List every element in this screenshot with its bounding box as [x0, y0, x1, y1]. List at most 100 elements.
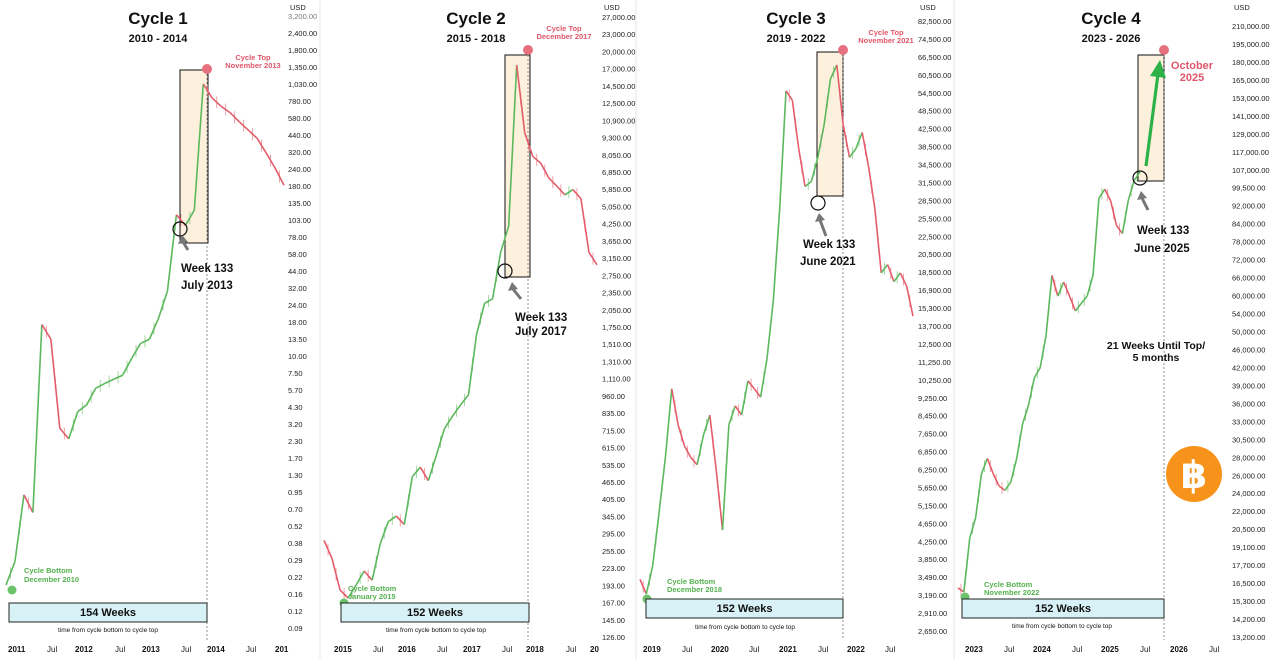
until-top-line-2: 5 months: [1133, 352, 1180, 364]
week-date-label: June 2021: [800, 256, 856, 268]
x-tick-label: 2016: [398, 645, 416, 654]
y-tick-label: 24,000.00: [1232, 489, 1265, 498]
y-tick-label: 153,000.00: [1232, 94, 1270, 103]
y-tick-label: 141,000.00: [1232, 112, 1270, 121]
x-tick-label: Jul: [181, 645, 191, 654]
x-tick-label: 2023: [965, 645, 983, 654]
projection-arrowhead: [1150, 60, 1166, 78]
y-tick-label: 2,750.00: [602, 271, 631, 280]
y-tick-label: 126.00: [602, 633, 625, 642]
chart-subtitle: 2019 - 2022: [767, 33, 826, 45]
cycle-top-label: Cycle Top: [235, 53, 271, 62]
y-tick-label: 12,500.00: [602, 99, 635, 108]
y-tick-label: 15,300.00: [918, 304, 951, 313]
y-tick-label: 22,500.00: [918, 232, 951, 241]
y-tick-label: 7,650.00: [918, 430, 947, 439]
y-tick-label: 34,500.00: [918, 161, 951, 170]
cycle-top-dot: [1159, 45, 1169, 55]
cycle-bottom-date: November 2022: [984, 588, 1039, 597]
cycle-bottom-dot: [7, 585, 17, 595]
y-tick-label: 240.00: [288, 165, 311, 174]
y-tick-label: 440.00: [288, 131, 311, 140]
target-year-label: 2025: [1180, 72, 1204, 84]
y-tick-label: 2,350.00: [602, 289, 631, 298]
y-tick-label: 66,500.00: [918, 53, 951, 62]
y-tick-label: 5,150.00: [918, 501, 947, 510]
x-tick-label: 2022: [847, 645, 865, 654]
y-tick-label: 18,500.00: [918, 268, 951, 277]
y-tick-label: 3,190.00: [918, 591, 947, 600]
y-tick-label: 36,000.00: [1232, 399, 1265, 408]
y-tick-label: 26,000.00: [1232, 471, 1265, 480]
x-tick-label: 2024: [1033, 645, 1051, 654]
y-tick-label: 7.50: [288, 369, 303, 378]
x-tick-label: 2017: [463, 645, 481, 654]
y-tick-label: 1,350.00: [288, 63, 317, 72]
y-tick-label: 3,200.00: [288, 12, 317, 21]
x-tick-label: Jul: [885, 645, 895, 654]
y-tick-label: 5,650.00: [918, 483, 947, 492]
y-tick-label: 0.22: [288, 573, 303, 582]
y-tick-label: 145.00: [602, 616, 625, 625]
y-tick-label: 3,650.00: [602, 237, 631, 246]
week-label: Week 133: [515, 312, 567, 324]
y-tick-label: 580.00: [288, 114, 311, 123]
y-tick-label: 20,000.00: [602, 47, 635, 56]
y-tick-label: 12,500.00: [918, 340, 951, 349]
y-tick-label: 10.00: [288, 352, 307, 361]
week-label: Week 133: [803, 239, 855, 251]
y-tick-label: 14,500.00: [602, 82, 635, 91]
y-tick-label: 1.70: [288, 454, 303, 463]
week-133-marker: [172, 221, 188, 237]
y-tick-label: 30,500.00: [1232, 435, 1265, 444]
pointer-arrowhead: [508, 282, 518, 291]
x-tick-label: Jul: [47, 645, 57, 654]
y-tick-label: 31,500.00: [918, 178, 951, 187]
cycle-bottom-date: January 2015: [348, 592, 396, 601]
x-tick-label: Jul: [682, 645, 692, 654]
y-tick-label: 0.70: [288, 505, 303, 514]
cycle-top-label: Cycle Top: [546, 24, 582, 33]
y-tick-label: 1,800.00: [288, 46, 317, 55]
week-label: Week 133: [1137, 225, 1189, 237]
y-tick-label: 18.00: [288, 318, 307, 327]
y-tick-label: 66,000.00: [1232, 274, 1265, 283]
chart-title: Cycle 2: [446, 9, 506, 28]
y-tick-label: 50,000.00: [1232, 328, 1265, 337]
y-tick-label: 60,000.00: [1232, 292, 1265, 301]
y-tick-label: 4,650.00: [918, 519, 947, 528]
pointer-arrowhead: [815, 213, 825, 222]
pointer-arrow: [511, 288, 523, 300]
y-tick-label: 3,850.00: [918, 555, 947, 564]
x-tick-label: Jul: [1072, 645, 1082, 654]
pointer-arrow: [181, 241, 190, 251]
y-tick-label: 13,700.00: [918, 322, 951, 331]
week-133-marker: [810, 195, 826, 211]
x-tick-label: Jul: [749, 645, 759, 654]
pointer-arrowhead: [1137, 191, 1147, 200]
cycle-top-dot: [838, 45, 848, 55]
y-tick-label: 99,500.00: [1232, 184, 1265, 193]
y-tick-label: 23,000.00: [602, 30, 635, 39]
y-tick-label: 129,000.00: [1232, 130, 1270, 139]
cycle-panel-1: Cycle 1 2010 - 2014 USD 2,400.00 1,800.00 1,3…: [5, 3, 317, 654]
y-tick-label: 195,000.00: [1232, 40, 1270, 49]
x-tick-label: 20: [590, 645, 599, 654]
x-tick-label: Jul: [818, 645, 828, 654]
cycle-top-label: Cycle Top: [868, 28, 904, 37]
y-tick-label: 180,000.00: [1232, 58, 1270, 67]
bitcoin-logo: ฿: [1166, 446, 1222, 502]
y-tick-label: 32.00: [288, 284, 307, 293]
y-tick-label: 6,250.00: [918, 466, 947, 475]
y-tick-label: 20,500.00: [918, 250, 951, 259]
y-tick-label: 20,500.00: [1232, 525, 1265, 534]
x-tick-label: 2020: [711, 645, 729, 654]
weeks-box-label: 152 Weeks: [407, 607, 463, 619]
chart-title: Cycle 1: [128, 9, 188, 28]
y-tick-label: 10,250.00: [918, 376, 951, 385]
y-tick-label: 24.00: [288, 301, 307, 310]
y-tick-label: 0.38: [288, 539, 303, 548]
y-tick-label: 46,000.00: [1232, 345, 1265, 354]
y-tick-label: 84,000.00: [1232, 220, 1265, 229]
y-tick-label: 223.00: [602, 564, 625, 573]
